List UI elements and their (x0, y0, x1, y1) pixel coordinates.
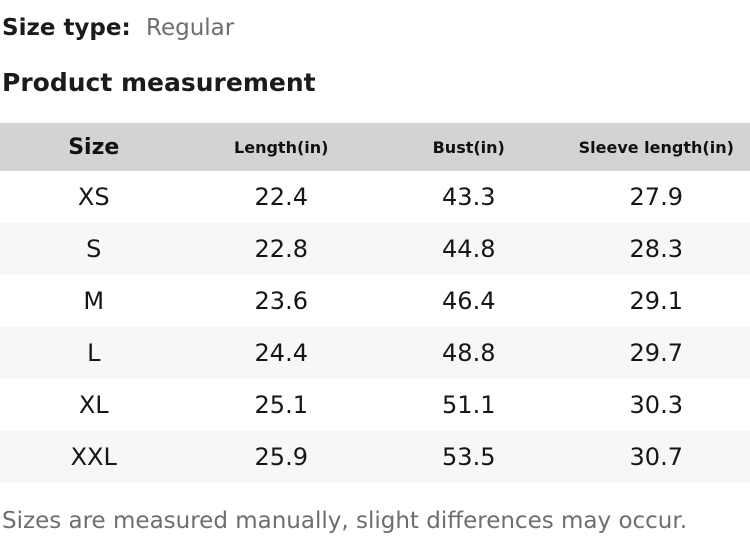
measurement-cell: 53.5 (442, 443, 496, 471)
size-type-row: Size type: Regular (0, 0, 750, 43)
table-row: S 22.8 44.8 28.3 (0, 223, 750, 275)
measurement-cell: 30.3 (629, 391, 683, 419)
product-measurement-title: Product measurement (2, 68, 316, 97)
size-cell: M (83, 287, 105, 315)
measurement-cell: 43.3 (442, 183, 496, 211)
measurement-cell: 29.1 (629, 287, 683, 315)
measurement-disclaimer: Sizes are measured manually, slight diff… (2, 508, 688, 534)
measurement-cell: 22.4 (254, 183, 308, 211)
measurement-cell: 24.4 (254, 339, 308, 367)
measurement-cell: 46.4 (442, 287, 496, 315)
measurement-cell: 23.6 (254, 287, 308, 315)
size-cell: XS (77, 183, 110, 211)
column-header-bust-in: Bust(in) (432, 137, 505, 157)
measurement-cell: 48.8 (442, 339, 496, 367)
table-row: XS 22.4 43.3 27.9 (0, 171, 750, 223)
measurement-table: Size Length(in) Bust(in) Sleeve length(in) … (0, 123, 750, 483)
measurement-cell: 25.1 (254, 391, 308, 419)
column-header-size: Size (68, 134, 120, 160)
table-header-row: Size Length(in) Bust(in) Sleeve length(in) (0, 123, 750, 171)
measurement-cell: 22.8 (254, 235, 308, 263)
measurement-cell: 30.7 (629, 443, 683, 471)
size-cell: XXL (70, 443, 117, 471)
table-row: XL 25.1 51.1 30.3 (0, 379, 750, 431)
size-cell: S (86, 235, 102, 263)
measurement-table-body: XS 22.4 43.3 27.9 S 22.8 44.8 28.3 M 23.6 46.4 29.1… (0, 171, 750, 483)
measurement-cell: 28.3 (629, 235, 683, 263)
size-cell: L (87, 339, 101, 367)
table-row: L 24.4 48.8 29.7 (0, 327, 750, 379)
measurement-cell: 44.8 (442, 235, 496, 263)
measurement-cell: 25.9 (254, 443, 308, 471)
measurement-cell: 51.1 (442, 391, 496, 419)
measurement-cell: 29.7 (629, 339, 683, 367)
measurement-table-head: Size Length(in) Bust(in) Sleeve length(in) (0, 123, 750, 171)
size-type-label: Size type: (2, 15, 131, 41)
size-cell: XL (78, 391, 109, 419)
table-row: M 23.6 46.4 29.1 (0, 275, 750, 327)
column-header-length-in: Length(in) (234, 137, 329, 157)
table-row: XXL 25.9 53.5 30.7 (0, 431, 750, 483)
column-header-sleeve-length-in: Sleeve length(in) (578, 137, 734, 157)
size-type-value: Regular (146, 15, 235, 41)
measurement-cell: 27.9 (629, 183, 683, 211)
